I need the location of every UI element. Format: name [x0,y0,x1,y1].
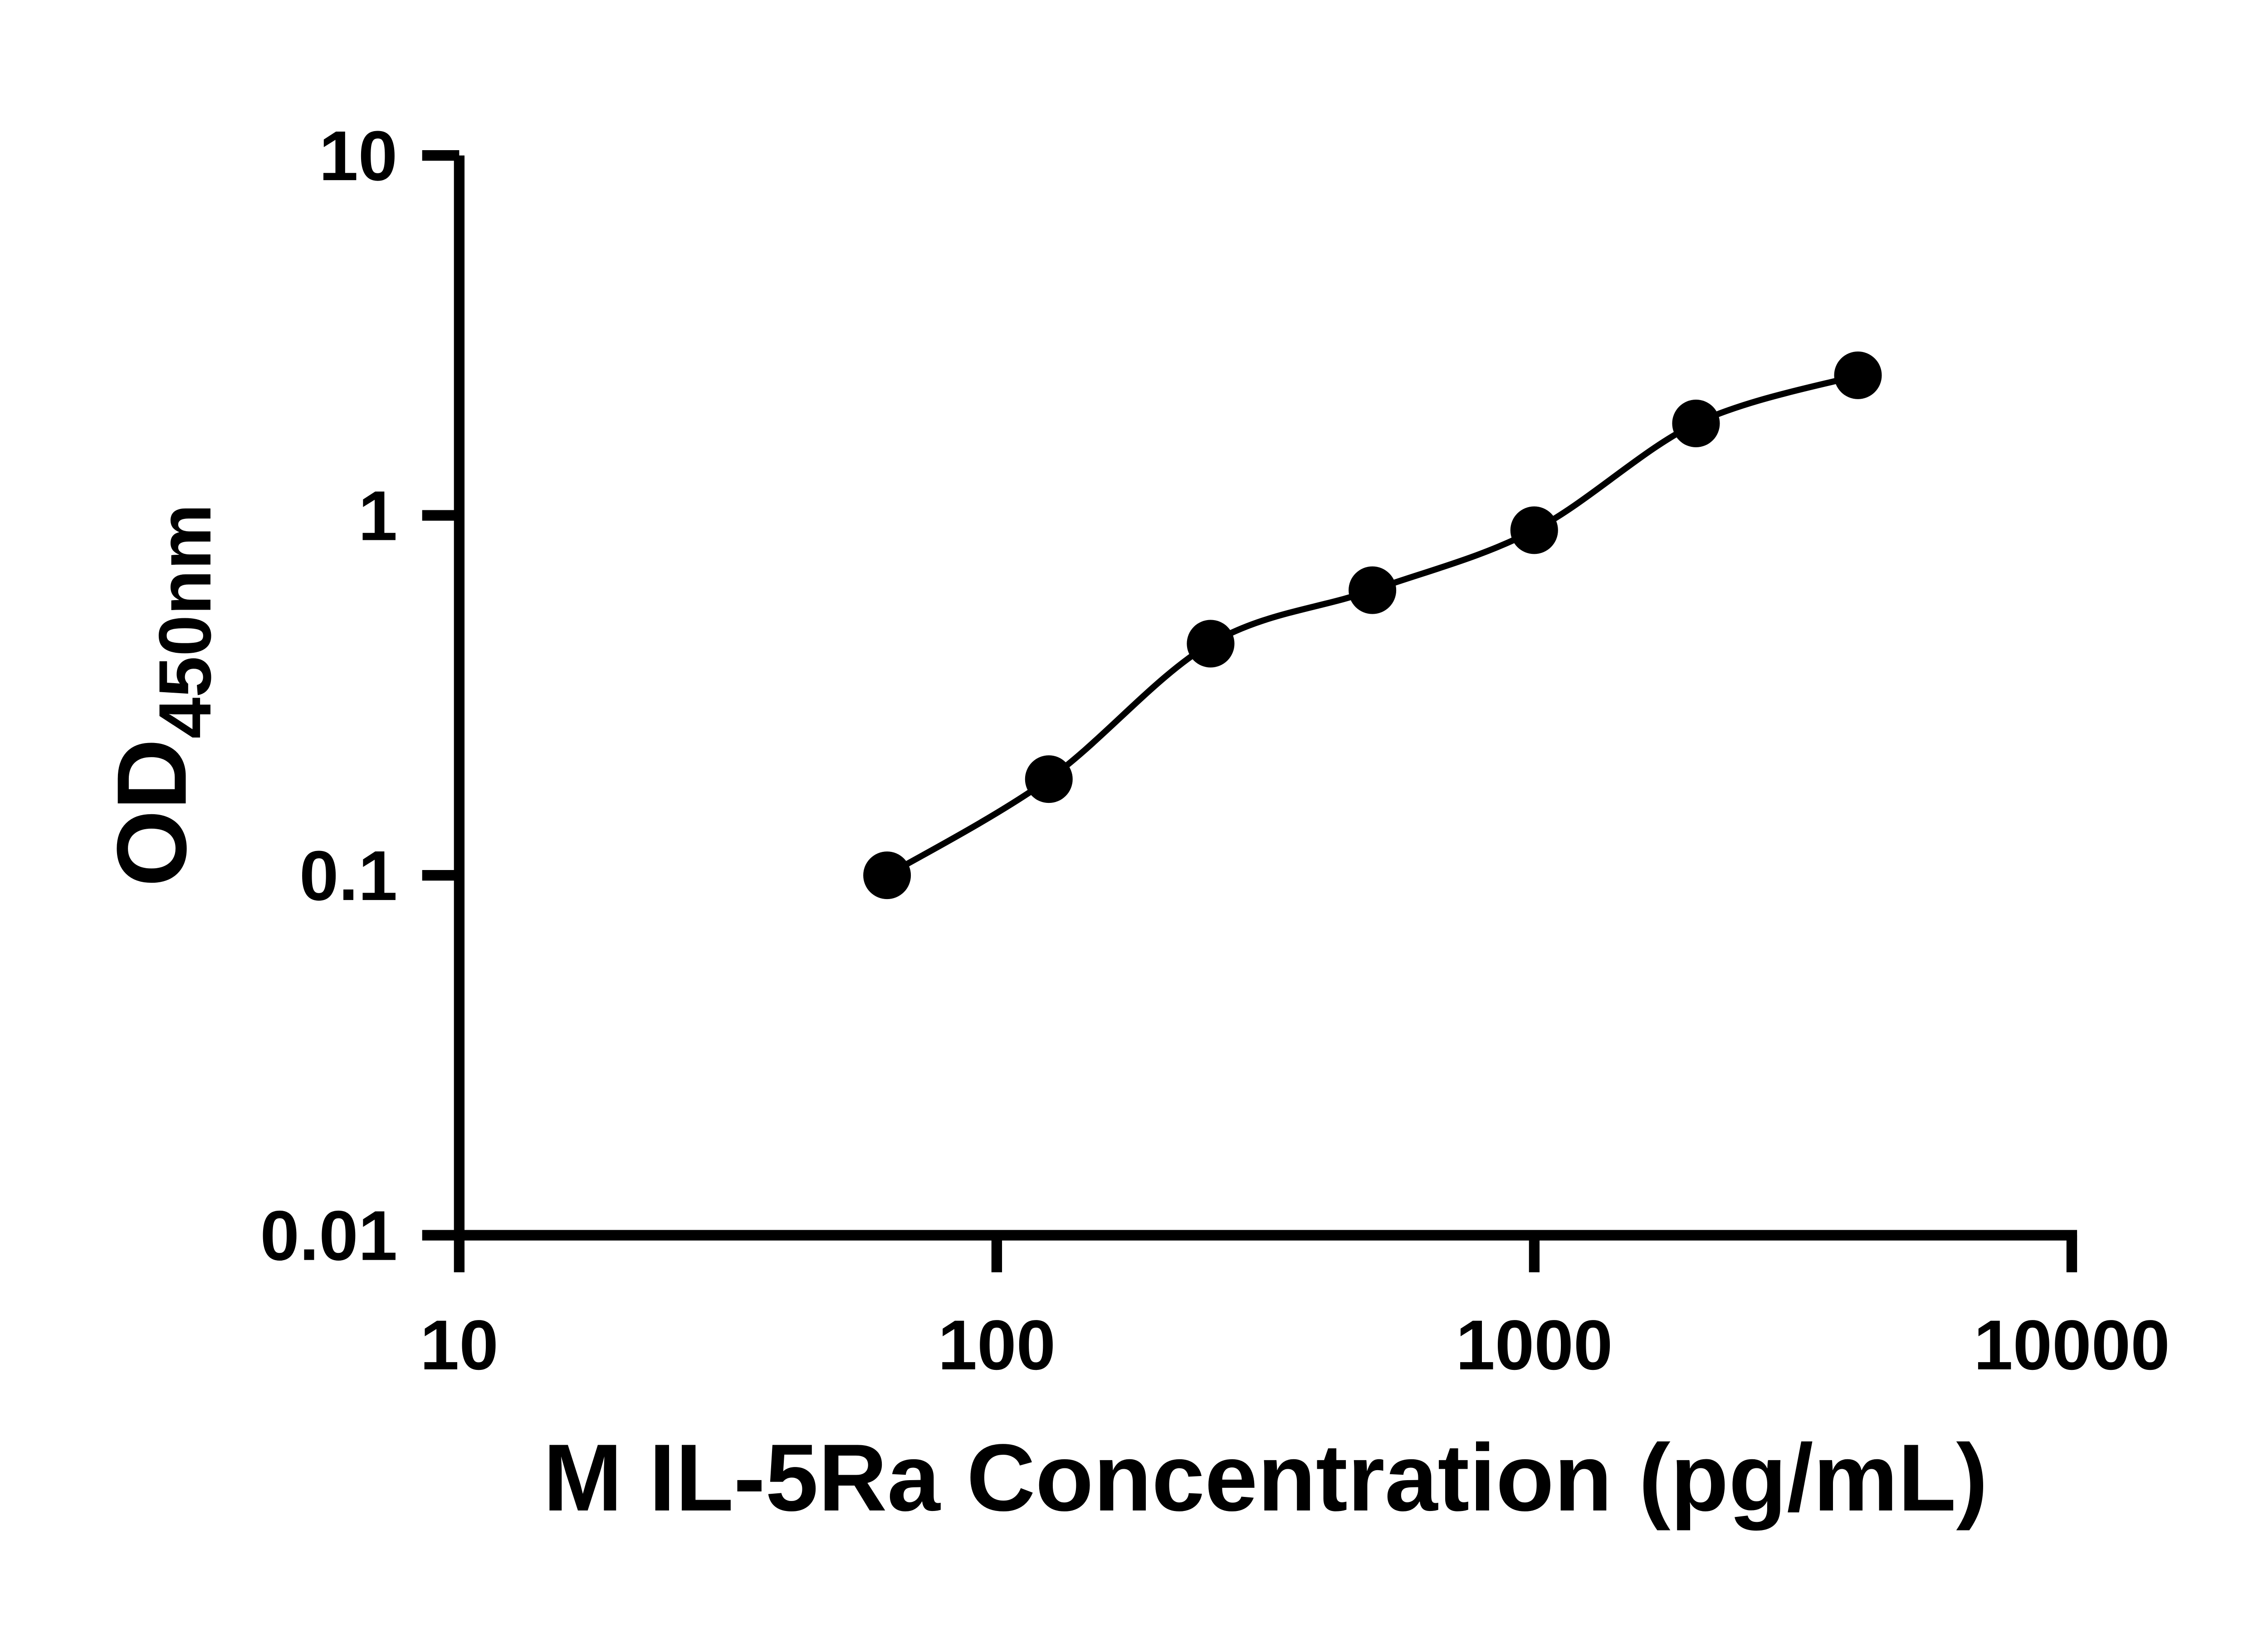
x-tick-label: 100 [938,1305,1056,1384]
y-axis-title-main: OD [97,738,207,887]
data-point [1349,566,1397,614]
x-axis-title: M IL-5Ra Concentration (pg/mL) [543,1424,1988,1531]
x-tick-label: 10 [420,1305,499,1384]
data-point [1025,755,1073,803]
figure-background [18,7,2268,1595]
data-point [1672,400,1720,448]
y-tick-label: 10 [319,116,397,195]
chart-canvas: 10 100 1000 10000 0.01 0.1 1 10 M IL-5Ra Concent… [18,7,2268,1595]
x-tick-label: 1000 [1456,1305,1613,1384]
data-point [1834,351,1882,399]
y-tick-label: 0.1 [299,836,397,915]
data-point [1510,506,1558,554]
x-tick-label: 10000 [1974,1305,2170,1384]
y-axis-title-subscript: 450nm [143,504,226,739]
y-axis-title: OD450nm [97,504,226,887]
data-point [1187,620,1235,668]
y-tick-label: 1 [358,476,398,555]
y-tick-label: 0.01 [260,1196,397,1275]
data-point [863,851,911,900]
elisa-standard-curve-figure: 10 100 1000 10000 0.01 0.1 1 10 M IL-5Ra Concent… [18,7,2268,1595]
